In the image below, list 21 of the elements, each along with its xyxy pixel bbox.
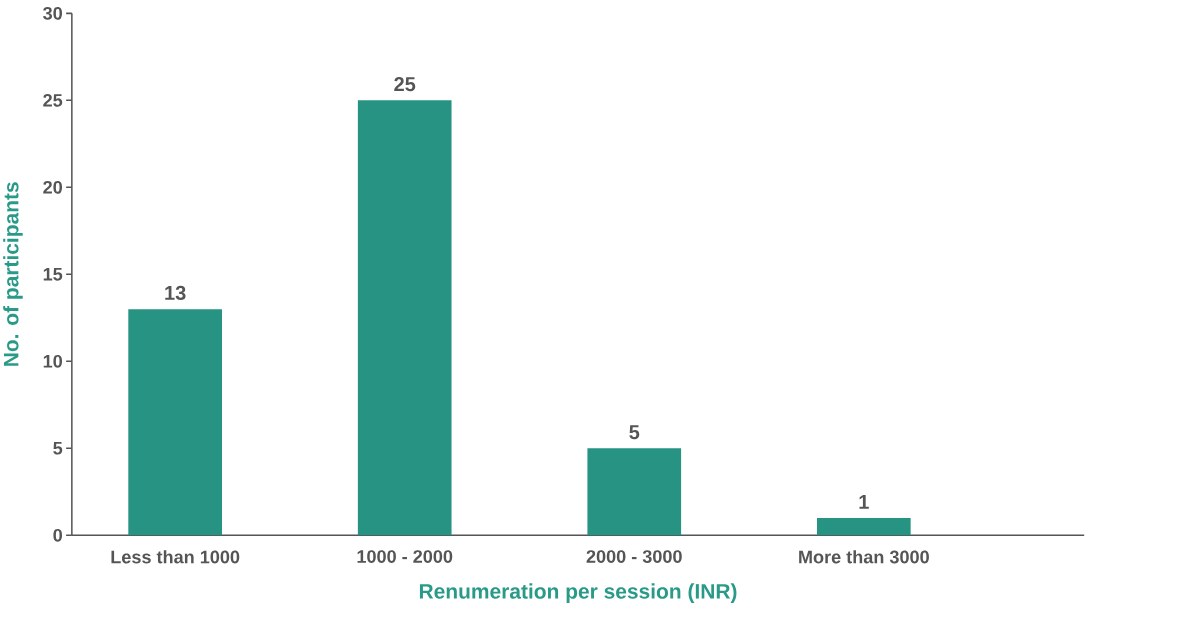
data-label: 25 — [394, 76, 416, 92]
bar — [816, 517, 911, 536]
data-label: 13 — [165, 285, 186, 300]
x-tick-label: Less than 1000 — [111, 549, 240, 564]
y-tick-label: 5 — [53, 441, 63, 455]
bar — [357, 100, 452, 536]
y-tick-label: 15 — [43, 267, 63, 281]
x-tick-label: 2000 - 3000 — [586, 549, 682, 563]
bar — [128, 308, 222, 536]
y-tick-label: 10 — [43, 354, 62, 368]
data-label: 5 — [629, 425, 640, 440]
y-tick-label: 0 — [53, 528, 63, 542]
y-tick-label: 30 — [43, 6, 62, 20]
y-axis-title: No. of participants — [3, 182, 23, 366]
x-tick-label: 1000 - 2000 — [357, 549, 453, 563]
bar — [587, 448, 682, 536]
x-tick-label: More than 3000 — [799, 549, 929, 564]
y-tick-label: 20 — [43, 180, 62, 194]
x-axis-title: Renumeration per session (INR) — [419, 583, 737, 603]
data-label: 1 — [859, 494, 869, 509]
y-tick-label: 25 — [43, 93, 63, 107]
